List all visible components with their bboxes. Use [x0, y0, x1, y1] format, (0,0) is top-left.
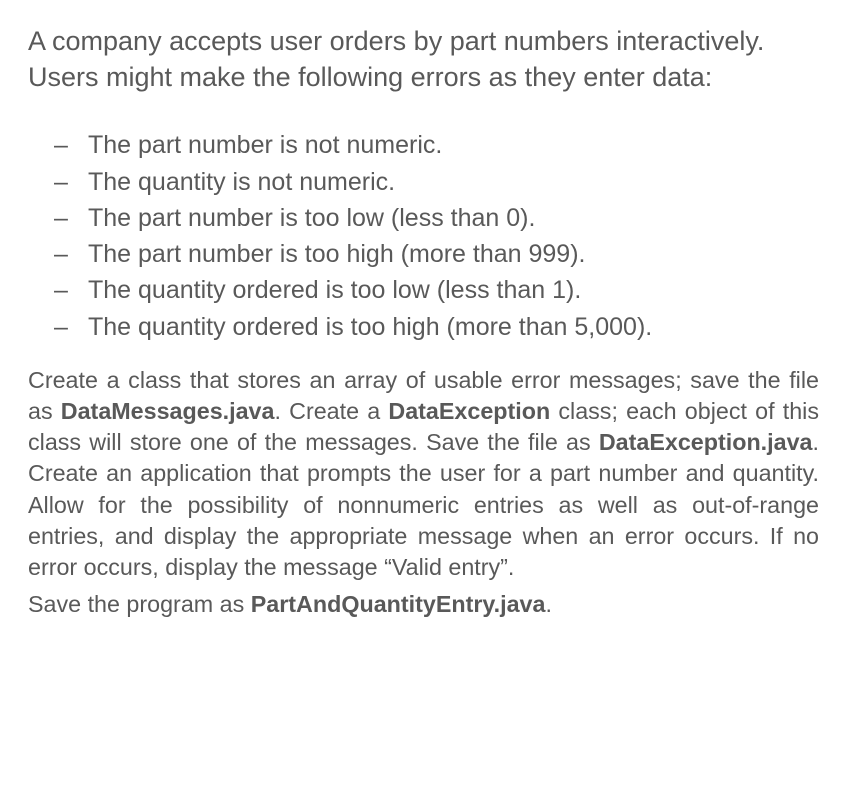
- text-fragment: Save the program as: [28, 591, 251, 617]
- text-fragment: .: [545, 591, 551, 617]
- error-list: The part number is not numeric. The quan…: [28, 127, 819, 345]
- list-item: The quantity is not numeric.: [28, 164, 819, 200]
- filename: PartAndQuantityEntry.java: [251, 591, 546, 617]
- intro-paragraph: A company accepts user orders by part nu…: [28, 24, 819, 95]
- classname: DataException: [388, 398, 550, 424]
- save-line: Save the program as PartAndQuantityEntry…: [28, 589, 819, 620]
- list-item: The quantity ordered is too low (less th…: [28, 272, 819, 308]
- instructions-paragraph: Create a class that stores an array of u…: [28, 365, 819, 583]
- list-item: The part number is not numeric.: [28, 127, 819, 163]
- text-fragment: . Create a: [274, 398, 388, 424]
- list-item: The quantity ordered is too high (more t…: [28, 309, 819, 345]
- filename: DataMessages.java: [61, 398, 275, 424]
- list-item: The part number is too high (more than 9…: [28, 236, 819, 272]
- filename: DataException.java: [599, 429, 813, 455]
- list-item: The part number is too low (less than 0)…: [28, 200, 819, 236]
